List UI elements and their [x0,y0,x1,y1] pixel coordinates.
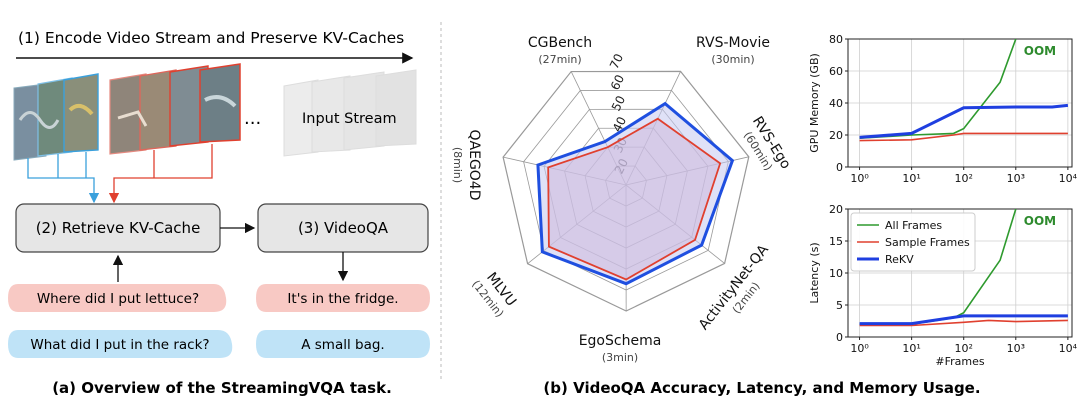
radar-ring-label: 60 [608,72,627,92]
radar-series-line [547,117,722,281]
series-line [859,39,1017,139]
y-tick-label: 20 [829,203,843,216]
x-tick-label: 10² [955,172,973,185]
question-1-text: Where did I put lettuce? [37,291,199,307]
y-axis-label: GPU Memory (GB) [808,53,821,153]
frame-stack-blue [13,73,99,161]
question-bubble-1 [8,284,227,312]
y-tick-label: 5 [836,299,843,312]
answer-bubble-2 [256,330,430,358]
y-tick-label: 0 [836,331,843,344]
series-line [859,314,1068,326]
radar-axis-sublabel: (30min) [711,53,754,66]
radar-ring-label: 70 [607,51,626,71]
blue-connector [27,158,100,204]
radar-chart: 203040506070CGBench(27min)RVS-Movie(30mi… [451,35,794,364]
question-bubble-2 [8,330,233,358]
x-tick-label: 10³ [1007,342,1025,355]
panel-a: (1) Encode Video Stream and Preserve KV-… [8,29,430,397]
x-tick-label: 10¹ [902,342,920,355]
step1-label: (1) Encode Video Stream and Preserve KV-… [18,29,404,47]
caption-b: (b) VideoQA Accuracy, Latency, and Memor… [543,379,980,397]
answer-bubble-1 [256,284,430,312]
radar-axis-sublabel: (27min) [538,53,581,66]
caption-a: (a) Overview of the StreamingVQA task. [52,379,392,397]
radar-ring-label: 50 [609,93,628,113]
y-tick-label: 10 [829,267,843,280]
radar-ring [502,70,750,312]
retrieve-kv-label: (2) Retrieve KV-Cache [36,219,201,237]
radar-ring [523,89,729,291]
radar-axis-label: CGBench [528,35,592,51]
input-stream-frames [283,69,417,157]
legend-box [850,212,976,272]
y-axis-label: Latency (s) [808,242,821,303]
y-tick-label: 60 [829,65,843,78]
red-connector [108,144,213,204]
question-2-text: What did I put in the rack? [30,337,209,353]
series-line [859,103,1069,139]
x-tick-label: 10⁰ [850,342,869,355]
legend-entry: ReKV [885,253,914,266]
x-tick-label: 10³ [1007,172,1025,185]
answer-2-text: A small bag. [301,337,384,353]
y-tick-label: 80 [829,33,843,46]
frame-stack-red [109,63,241,155]
memory-chart: 10⁰ 10¹ 10² 10³ 10⁴ 0 20 40 60 80 GPU Memory (GB) O… [808,33,1078,185]
oom-annotation: OOM [1024,214,1056,228]
y-tick-label: 0 [836,161,843,174]
x-tick-label: 10⁴ [1059,342,1078,355]
x-tick-label: 10² [955,342,973,355]
videoqa-label: (3) VideoQA [298,219,389,237]
oom-annotation: OOM [1024,44,1056,58]
x-axis-label: #Frames [935,355,984,368]
radar-axis-sublabel: (3min) [602,351,638,364]
y-tick-label: 40 [829,97,843,110]
legend: All Frames Sample Frames ReKV [850,212,976,272]
radar-axis-label: RVS-Movie [696,35,770,51]
x-tick-label: 10¹ [902,172,920,185]
series-line [859,132,1068,142]
radar-axis-label: EgoSchema [579,333,662,349]
radar-axis-sublabel: (8min) [451,147,464,183]
frame-ellipsis: ... [244,108,261,129]
x-tick-label: 10⁰ [850,172,869,185]
radar-axis-label: QAEGO4D [466,130,482,201]
legend-entry: Sample Frames [885,236,970,249]
legend-entry: All Frames [885,219,942,232]
latency-chart: 10⁰ 10¹ 10² 10³ 10⁴ 0 5 10 15 20 Latency (s) #Frame… [808,203,1078,368]
x-tick-label: 10⁴ [1059,172,1078,185]
answer-1-text: It's in the fridge. [287,291,398,307]
y-tick-label: 20 [829,129,843,142]
input-stream-label: Input Stream [302,111,397,127]
radar-series-line [536,101,735,286]
series-line [859,319,1068,327]
y-tick-label: 15 [829,235,843,248]
